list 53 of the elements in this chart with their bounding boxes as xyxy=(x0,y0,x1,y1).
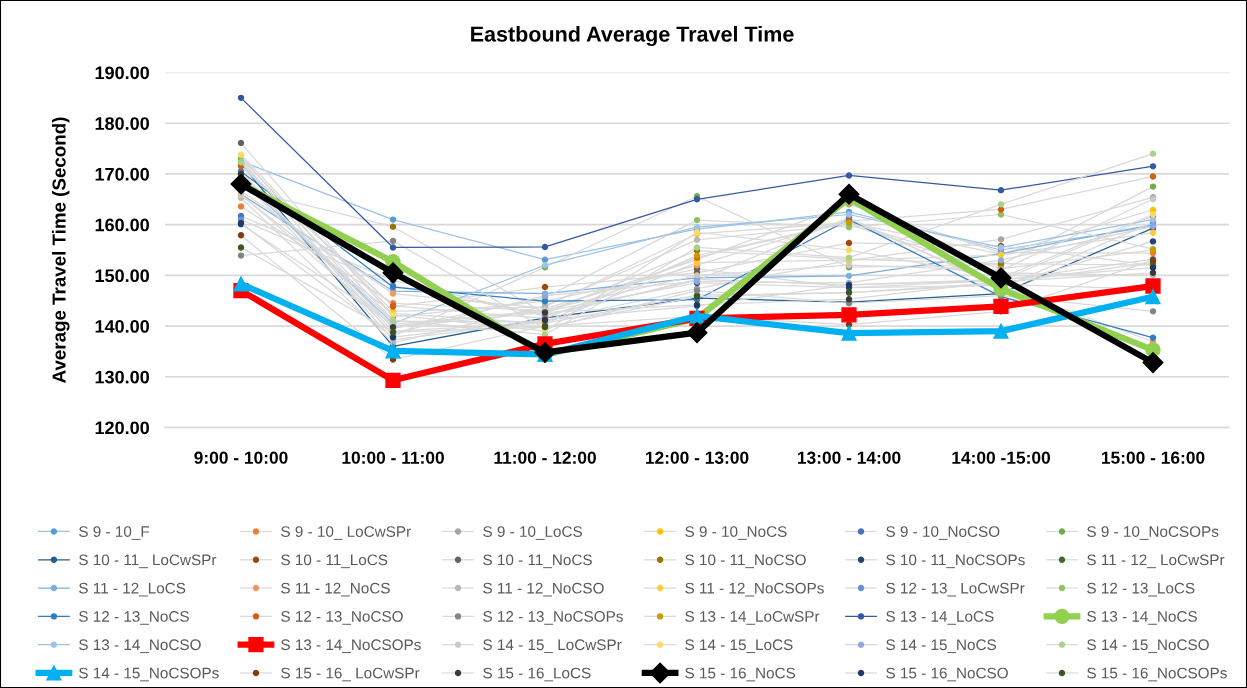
legend-label: S 9 - 10_LoCS xyxy=(483,526,582,540)
x-tick-label: 12:00 - 13:00 xyxy=(645,451,749,464)
y-tick-label: 120.00 xyxy=(95,421,149,435)
x-tick-label: 10:00 - 11:00 xyxy=(342,451,444,464)
legend-label: S 13 - 14_NoCS xyxy=(1087,611,1197,625)
x-tick-label: 15:00 - 16:00 xyxy=(1101,451,1205,464)
legend-label: S 12 - 13_ LoCwSPr xyxy=(886,582,1025,597)
legend-label: S 9 - 10_F xyxy=(79,526,150,540)
legend-label: S 13 - 14_LoCwSPr xyxy=(685,611,820,625)
y-tick-label: 130.00 xyxy=(95,370,149,384)
chart-title: Eastbound Average Travel Time xyxy=(471,25,794,47)
legend-label: S 14 - 15_NoCS xyxy=(886,639,997,654)
x-tick-label: 14:00 -15:00 xyxy=(952,451,1050,464)
legend-label: S 14 - 15_LoCS xyxy=(685,639,793,654)
legend-label: S 14 - 15_NoCSOPs xyxy=(79,667,219,682)
legend-label: S 10 - 11_NoCS xyxy=(483,554,592,569)
legend-label: S 12 - 13_NoCSOPs xyxy=(483,611,623,625)
legend-label: S 11 - 12_ LoCwSPr xyxy=(1087,554,1225,569)
legend-label: S 12 - 13_NoCS xyxy=(79,611,189,625)
legend-label: S 15 - 16_NoCSOPs xyxy=(1087,667,1227,682)
legend-label: S 12 - 13_LoCS xyxy=(1087,582,1195,597)
y-tick-label: 140.00 xyxy=(95,320,149,333)
y-axis-title: Average Travel Time (Second) xyxy=(51,117,70,383)
legend-label: S 15 - 16_NoCS xyxy=(685,667,796,682)
legend-label: S 13 - 14_NoCSO xyxy=(79,639,201,654)
legend-label: S 15 - 16_LoCS xyxy=(483,667,591,682)
y-tick-label: 150.00 xyxy=(95,269,149,283)
y-tick-label: 190.00 xyxy=(95,66,149,80)
legend-label: S 9 - 10_NoCS xyxy=(685,526,787,540)
legend-label: S 11 - 12_NoCSO xyxy=(483,582,604,597)
legend-label: S 13 - 14_NoCSOPs xyxy=(281,639,421,654)
legend-label: S 11 - 12_NoCS xyxy=(281,582,390,597)
legend-label: S 11 - 12_NoCSOPs xyxy=(685,582,824,597)
legend-label: S 9 - 10_ LoCwSPr xyxy=(281,526,411,540)
x-tick-label: 11:00 - 12:00 xyxy=(494,451,596,464)
legend-label: S 11 - 12_LoCS xyxy=(79,582,186,597)
legend-label: S 14 - 15_NoCSO xyxy=(1087,639,1209,654)
legend-label: S 9 - 10_NoCSO xyxy=(886,526,1000,540)
legend-label: S 9 - 10_NoCSOPs xyxy=(1087,526,1219,540)
y-tick-label: 180.00 xyxy=(95,117,149,130)
legend-label: S 10 - 11_ LoCwSPr xyxy=(79,554,217,569)
legend-label: S 10 - 11_LoCS xyxy=(281,554,388,569)
legend-label: S 15 - 16_NoCSO xyxy=(886,667,1008,682)
legend-label: S 10 - 11_NoCSO xyxy=(685,554,806,569)
legend-label: S 10 - 11_NoCSOPs xyxy=(886,554,1025,569)
legend-label: S 15 - 16_ LoCwSPr xyxy=(281,667,420,682)
legend-label: S 13 - 14_LoCS xyxy=(886,611,994,625)
x-tick-label: 9:00 - 10:00 xyxy=(194,451,288,464)
legend-label: S 12 - 13_NoCSO xyxy=(281,611,403,625)
legend-label: S 14 - 15_ LoCwSPr xyxy=(483,639,622,654)
y-tick-label: 170.00 xyxy=(95,167,149,181)
x-tick-label: 13:00 - 14:00 xyxy=(797,451,901,464)
y-tick-label: 160.00 xyxy=(95,218,149,232)
